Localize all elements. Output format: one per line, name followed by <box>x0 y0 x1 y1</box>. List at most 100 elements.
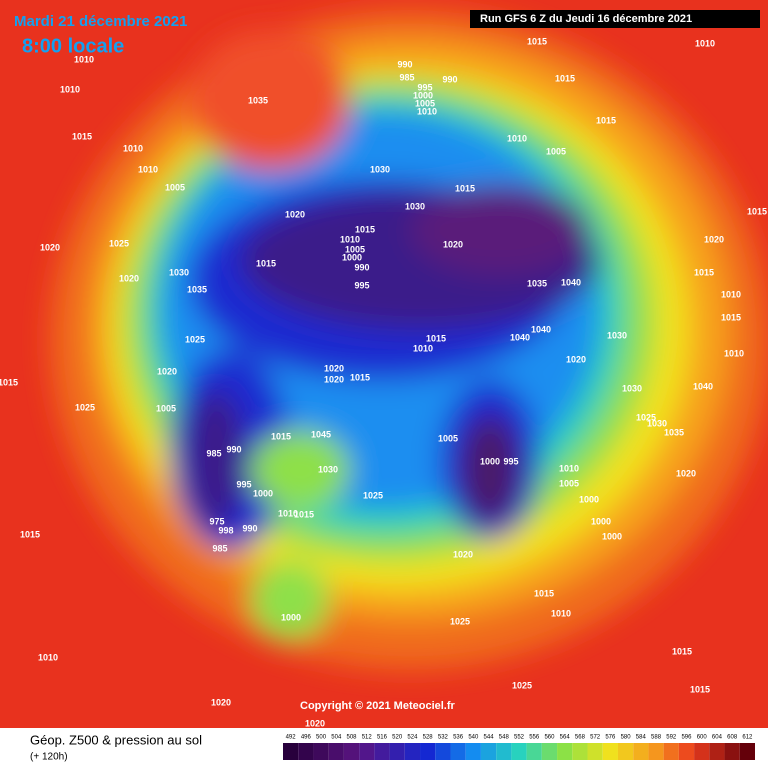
colorbar-label: 572 <box>590 735 601 741</box>
isobar-label: 990 <box>226 444 241 454</box>
isobar-label: 1015 <box>20 529 40 539</box>
colorbar-swatch <box>480 743 497 760</box>
colorbar-swatch <box>557 743 573 760</box>
isobar-label: 1025 <box>75 402 95 412</box>
isobar-label: 1010 <box>60 84 80 94</box>
colorbar-label: 536 <box>453 735 464 741</box>
isobar-label: 1015 <box>527 36 547 46</box>
colorbar-label: 600 <box>697 735 708 741</box>
isobar-label: 1030 <box>647 418 667 428</box>
isobar-label: 1005 <box>438 433 458 443</box>
isobar-label: 1010 <box>417 106 437 116</box>
colorbar-label: 544 <box>484 735 495 741</box>
isobar-label: 1015 <box>355 224 375 234</box>
colorbar-swatch <box>694 743 710 760</box>
isobar-label: 1020 <box>566 354 586 364</box>
colorbar-swatch <box>678 743 695 760</box>
colorbar-swatch <box>602 743 618 760</box>
isobar-label: 995 <box>236 479 251 489</box>
isobar-label: 1025 <box>512 680 532 690</box>
isobar-label: 1005 <box>415 98 435 108</box>
colorbar-label: 588 <box>651 735 662 741</box>
colorbar-label: 548 <box>499 735 510 741</box>
colorbar-swatch <box>389 743 405 760</box>
isobar-label: 1035 <box>527 278 547 288</box>
isobar-label: 1010 <box>559 463 579 473</box>
colorbar-swatch <box>724 743 740 760</box>
colorbar-label: 604 <box>712 735 723 741</box>
isobar-label: 985 <box>212 543 227 553</box>
isobar-label: 1010 <box>507 133 527 143</box>
isobar-label: 990 <box>397 59 412 69</box>
colorbar-label: 540 <box>468 735 479 741</box>
colorbar-swatch <box>633 743 649 760</box>
colorbar-swatch <box>404 743 421 760</box>
colorbar-swatch <box>374 743 390 760</box>
footer-lead: (+ 120h) <box>30 752 68 763</box>
isobar-label: 1000 <box>480 456 500 466</box>
isobar-label: 1020 <box>285 209 305 219</box>
colorbar-swatch <box>587 743 603 760</box>
isobar-label: 1040 <box>531 324 551 334</box>
isobar-label: 1030 <box>405 201 425 211</box>
isobar-label: 1025 <box>109 238 129 248</box>
isobar-label: 1015 <box>256 258 276 268</box>
colorbar-label: 528 <box>423 735 434 741</box>
copyright: Copyright © 2021 Meteociel.fr <box>300 700 456 712</box>
colorbar-label: 492 <box>286 735 297 741</box>
colorbar-swatch <box>313 743 329 760</box>
geopotential-field <box>50 10 768 670</box>
isobar-label: 1015 <box>72 131 92 141</box>
colorbar-swatch <box>283 743 299 760</box>
colorbar-swatch <box>541 743 558 760</box>
isobar-label: 1030 <box>169 267 189 277</box>
colorbar-swatch <box>526 743 542 760</box>
footer-title: Géop. Z500 & pression au sol <box>30 732 202 747</box>
colorbar-swatch <box>298 743 314 760</box>
isobar-label: 1015 <box>672 646 692 656</box>
colorbar-label: 496 <box>301 735 312 741</box>
isobar-label: 1030 <box>607 330 627 340</box>
colorbar-label: 592 <box>666 735 677 741</box>
isobar-label: 1010 <box>721 289 741 299</box>
isobar-label: 1005 <box>345 244 365 254</box>
colorbar-swatch <box>450 743 466 760</box>
isobar-label: 1020 <box>305 718 325 728</box>
isobar-label: 1010 <box>724 348 744 358</box>
isobar-label: 1000 <box>591 516 611 526</box>
time-label: 8:00 locale <box>22 35 124 57</box>
colorbar-label: 524 <box>407 735 418 741</box>
isobar-label: 1040 <box>561 277 581 287</box>
isobar-label: 1015 <box>350 372 370 382</box>
isobar-label: 1015 <box>534 588 554 598</box>
isobar-label: 1010 <box>340 234 360 244</box>
colorbar-swatch <box>663 743 679 760</box>
isobar-label: 990 <box>354 262 369 272</box>
colorbar-label: 584 <box>636 735 647 741</box>
colorbar-swatch <box>572 743 588 760</box>
colorbar-label: 532 <box>438 735 449 741</box>
isobar-label: 1000 <box>342 252 362 262</box>
isobar-label: 1040 <box>693 381 713 391</box>
isobar-label: 1025 <box>450 616 470 626</box>
colorbar-label: 612 <box>742 735 753 741</box>
isobar-label: 1015 <box>747 206 767 216</box>
isobar-label: 1010 <box>123 143 143 153</box>
isobar-label: 1020 <box>324 374 344 384</box>
colorbar-swatch <box>709 743 725 760</box>
isobar-label: 1015 <box>555 73 575 83</box>
isobar-label: 1030 <box>370 164 390 174</box>
isobar-label: 1030 <box>318 464 338 474</box>
isobar-label: 1020 <box>40 242 60 252</box>
isobar-label: 1020 <box>119 273 139 283</box>
colorbar: 492 496 500 504 508 512 516 520 524 528 532 536 540 5… <box>283 735 755 760</box>
isobar-label: 1000 <box>579 494 599 504</box>
colorbar-label: 500 <box>316 735 327 741</box>
colorbar-label: 556 <box>529 735 540 741</box>
colorbar-label: 560 <box>544 735 555 741</box>
colorbar-label: 552 <box>514 735 525 741</box>
colorbar-label: 596 <box>681 735 692 741</box>
colorbar-swatch <box>435 743 451 760</box>
colorbar-swatch <box>511 743 527 760</box>
